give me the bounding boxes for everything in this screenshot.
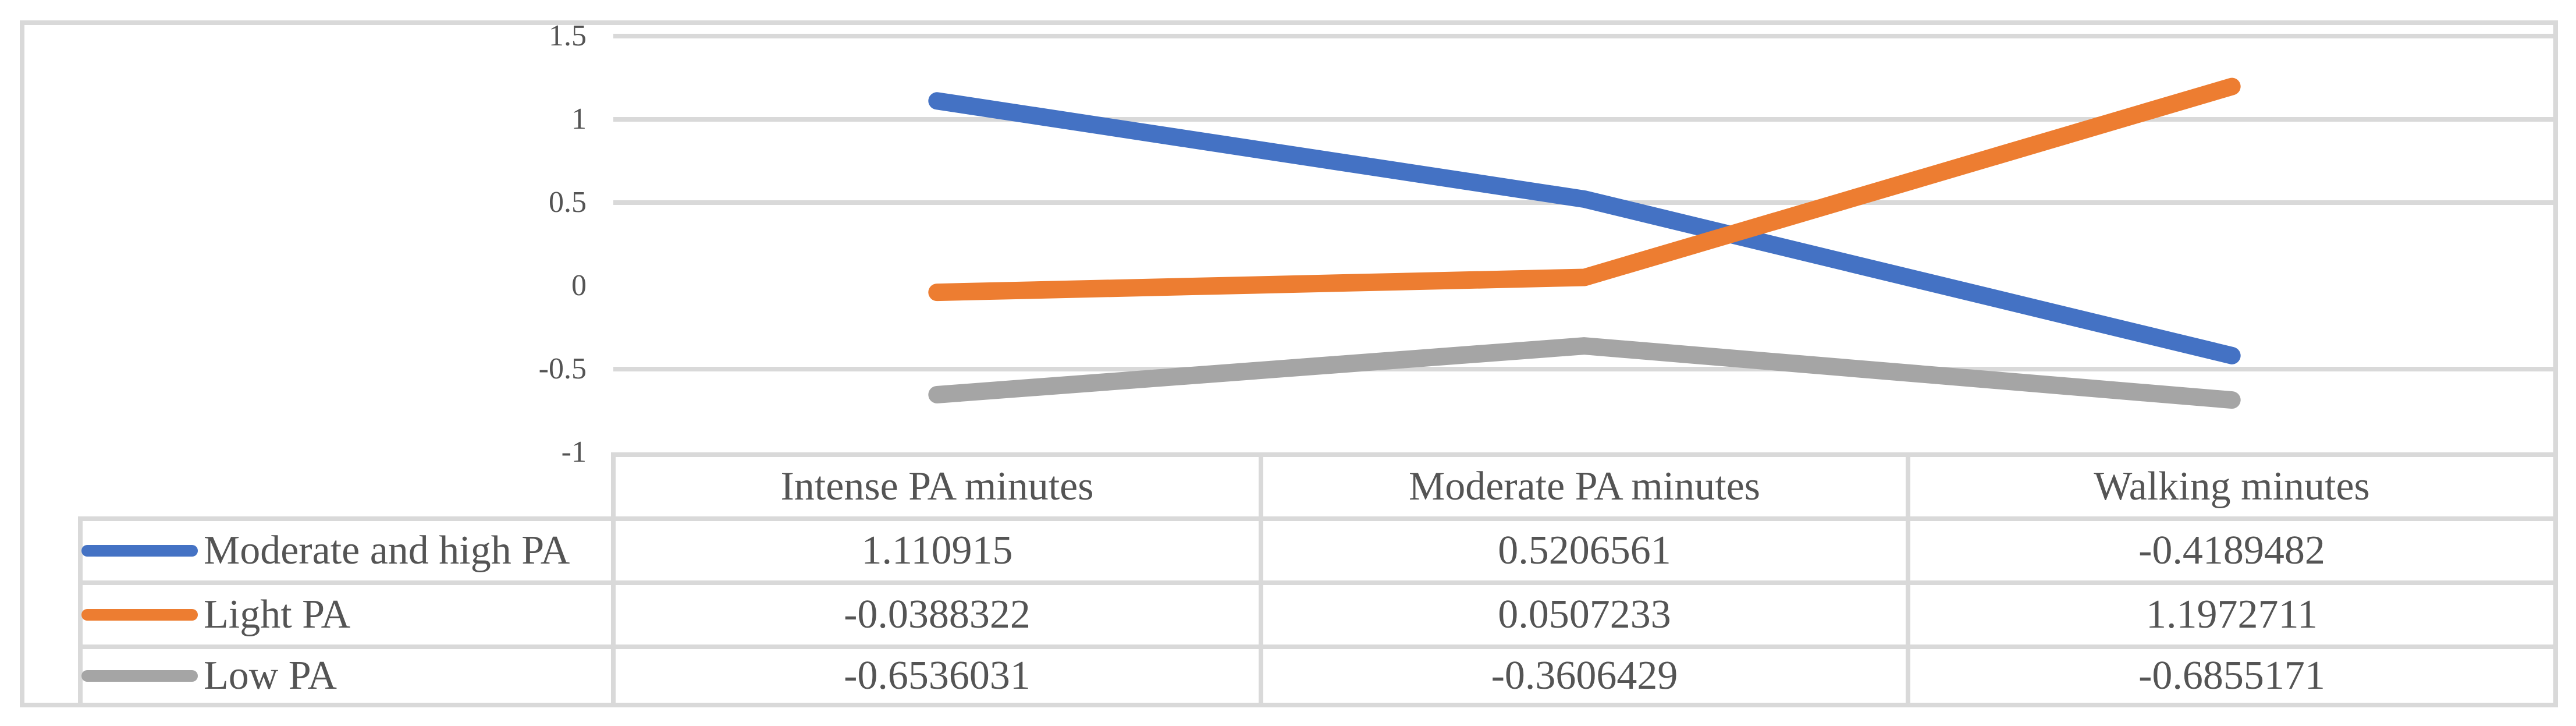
chart-outer-border bbox=[20, 20, 2558, 707]
series-line-light-pa bbox=[928, 77, 2241, 302]
table-value-cell: -0.6536031 bbox=[844, 653, 1031, 698]
table-value-cell: -0.4189482 bbox=[2138, 528, 2325, 573]
table-header-cell: Intense PA minutes bbox=[780, 464, 1094, 509]
table-value-cell: -0.0388322 bbox=[844, 592, 1031, 637]
legend-series-name: Light PA bbox=[204, 592, 351, 637]
y-axis-tick-label: -0.5 bbox=[538, 352, 587, 385]
table-value-cell: -0.6855171 bbox=[2138, 653, 2325, 698]
y-axis-tick-label: 0.5 bbox=[549, 186, 587, 219]
y-axis-tick-label: -1 bbox=[561, 435, 587, 469]
legend-series-name: Low PA bbox=[204, 653, 337, 698]
table-value-cell: -0.3606429 bbox=[1491, 653, 1678, 698]
legend-series-name: Moderate and high PA bbox=[204, 528, 570, 573]
table-value-cell: 0.0507233 bbox=[1498, 592, 1671, 637]
series-line-moderate-and-high-pa bbox=[928, 92, 2241, 364]
table-value-cell: 1.1972711 bbox=[2146, 592, 2318, 637]
table-value-cell: 1.110915 bbox=[861, 528, 1013, 573]
series-line-low-pa bbox=[928, 337, 2241, 409]
table-header-cell: Walking minutes bbox=[2094, 464, 2370, 509]
table-value-cell: 0.5206561 bbox=[1498, 528, 1671, 573]
table-header-cell: Moderate PA minutes bbox=[1408, 464, 1761, 509]
y-axis-tick-label: 0 bbox=[571, 269, 587, 302]
y-axis-tick-label: 1.5 bbox=[549, 19, 587, 52]
y-axis-tick-label: 1 bbox=[571, 102, 587, 136]
